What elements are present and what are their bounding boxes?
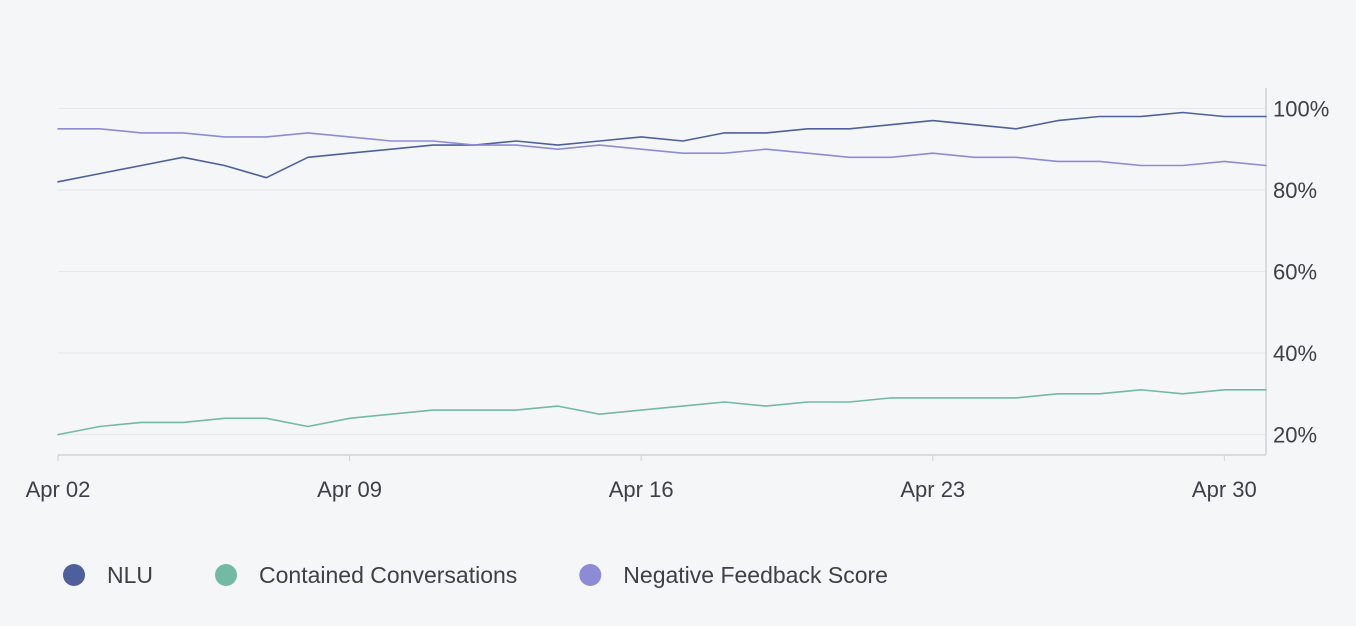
x-tick-label: Apr 09	[317, 477, 382, 502]
series-lines	[57, 111, 1267, 436]
x-tick-label: Apr 02	[26, 477, 91, 502]
axes	[58, 88, 1267, 456]
y-tick-label: 40%	[1273, 341, 1317, 366]
legend-swatch	[579, 564, 602, 586]
legend: NLU Contained Conversations Negative Feedb…	[63, 562, 888, 588]
series-line-negative-feedback-score[interactable]	[57, 128, 1267, 167]
legend-item-contained-conversations[interactable]: Contained Conversations	[215, 562, 517, 588]
legend-swatch	[215, 564, 238, 586]
x-tick-label: Apr 23	[900, 477, 965, 502]
legend-label: NLU	[107, 562, 153, 588]
y-axis-ticks: 20% 40% 60% 80% 100%	[1273, 96, 1329, 447]
legend-item-negative-feedback-score[interactable]: Negative Feedback Score	[579, 562, 888, 588]
legend-swatch	[63, 564, 85, 586]
y-tick-label: 20%	[1273, 423, 1317, 448]
series-line-nlu[interactable]	[57, 111, 1267, 183]
legend-label: Contained Conversations	[259, 562, 517, 588]
x-tick-label: Apr 30	[1192, 477, 1257, 502]
series-line-contained-conversations[interactable]	[57, 388, 1267, 436]
legend-item-nlu[interactable]: NLU	[63, 562, 153, 588]
legend-label: Negative Feedback Score	[623, 562, 888, 588]
y-tick-label: 60%	[1273, 260, 1317, 285]
y-tick-label: 100%	[1273, 96, 1329, 121]
x-tick-label: Apr 16	[609, 477, 674, 502]
grid	[58, 107, 1266, 436]
y-tick-label: 80%	[1273, 178, 1317, 203]
x-axis-ticks: Apr 02 Apr 09 Apr 16 Apr 23 Apr 30	[26, 455, 1257, 502]
